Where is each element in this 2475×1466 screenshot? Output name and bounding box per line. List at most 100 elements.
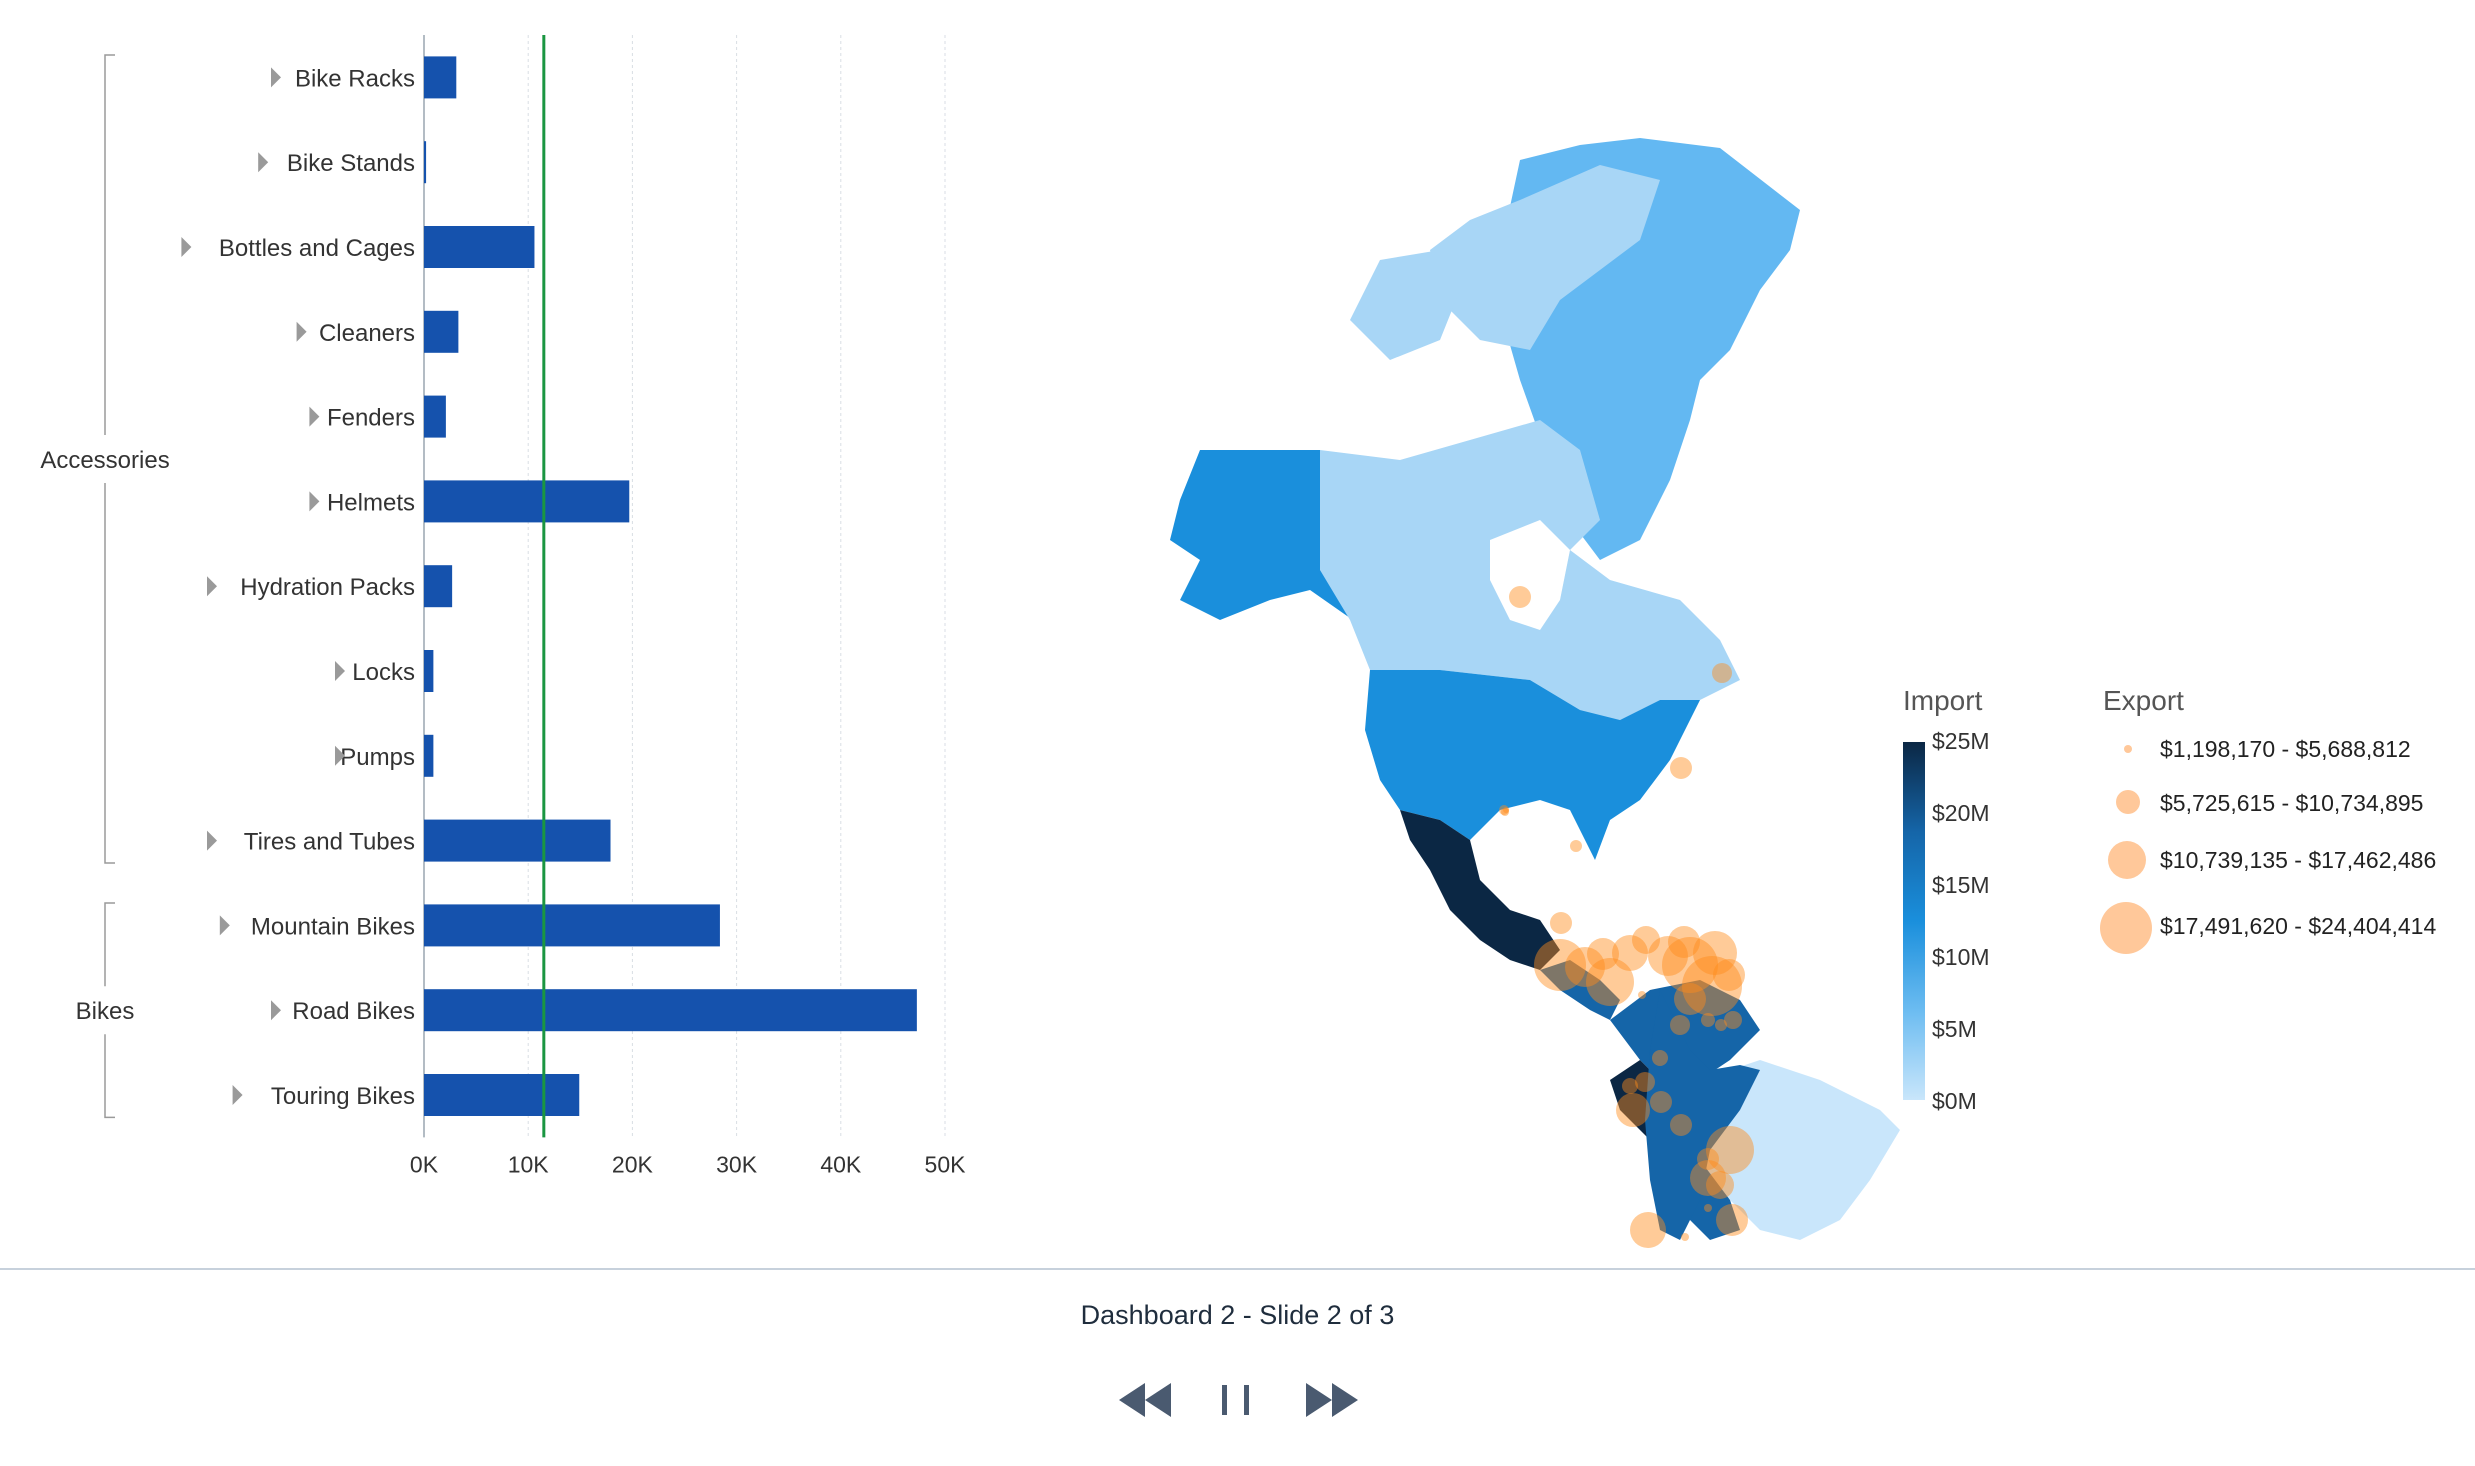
export-bubble[interactable] bbox=[1534, 939, 1586, 991]
export-bubble[interactable] bbox=[1635, 1072, 1655, 1092]
export-bubble[interactable] bbox=[1690, 1160, 1726, 1196]
bar-tires-and-tubes[interactable] bbox=[424, 819, 611, 862]
export-size-4 bbox=[2100, 902, 2152, 954]
export-bubble[interactable] bbox=[1670, 1015, 1690, 1035]
export-bubble[interactable] bbox=[1630, 1212, 1666, 1248]
export-bubble[interactable] bbox=[1697, 1148, 1719, 1170]
export-range-3: $10,739,135 - $17,462,486 bbox=[2160, 847, 2437, 873]
export-bubble[interactable] bbox=[1674, 983, 1706, 1015]
expand-caret-icon[interactable] bbox=[309, 491, 320, 512]
import-tick-5m: $5M bbox=[1932, 1016, 1977, 1042]
map-region-mexico[interactable] bbox=[1400, 810, 1560, 970]
expand-caret-icon[interactable] bbox=[207, 576, 217, 597]
export-bubble[interactable] bbox=[1570, 840, 1582, 852]
expand-caret-icon[interactable] bbox=[219, 915, 230, 936]
expand-caret-icon[interactable] bbox=[271, 1000, 281, 1021]
export-bubble[interactable] bbox=[1715, 1019, 1727, 1031]
expand-caret-icon[interactable] bbox=[271, 67, 281, 88]
export-bubble[interactable] bbox=[1550, 912, 1572, 934]
export-bubble[interactable] bbox=[1713, 959, 1745, 991]
export-bubble[interactable] bbox=[1706, 1126, 1754, 1174]
import-color-scale bbox=[1903, 742, 1925, 1100]
bar-fenders[interactable] bbox=[424, 395, 446, 438]
export-bubble[interactable] bbox=[1681, 1233, 1689, 1241]
bar-hydration-packs[interactable] bbox=[424, 565, 453, 608]
bar-mountain-bikes[interactable] bbox=[424, 904, 720, 947]
bar-bike-stands[interactable] bbox=[424, 141, 427, 184]
bar-bottles-and-cages[interactable] bbox=[424, 226, 535, 268]
category-label: Fenders bbox=[327, 405, 415, 432]
map-region-usa[interactable] bbox=[1365, 670, 1700, 860]
bar-locks[interactable] bbox=[424, 650, 434, 692]
export-bubble[interactable] bbox=[1693, 931, 1737, 975]
export-bubble[interactable] bbox=[1712, 663, 1732, 683]
next-slide-button[interactable] bbox=[1302, 1375, 1362, 1425]
bar-pumps[interactable] bbox=[424, 734, 434, 777]
export-bubble[interactable] bbox=[1622, 1078, 1638, 1094]
map-region-canada-islands-2[interactable] bbox=[1350, 250, 1460, 360]
export-size-1 bbox=[2124, 745, 2132, 753]
export-bubble[interactable] bbox=[1586, 958, 1634, 1006]
export-bubble[interactable] bbox=[1662, 937, 1718, 993]
export-bubble[interactable] bbox=[1682, 956, 1742, 1016]
group-label: Accessories bbox=[40, 447, 169, 474]
export-bubble[interactable] bbox=[1670, 1114, 1692, 1136]
export-bubble[interactable] bbox=[1716, 1204, 1748, 1236]
bar-road-bikes[interactable] bbox=[424, 989, 917, 1032]
slide-title: Dashboard 2 - Slide 2 of 3 bbox=[1080, 1300, 1395, 1330]
export-bubble[interactable] bbox=[1632, 926, 1660, 954]
expand-caret-icon[interactable] bbox=[232, 1085, 243, 1105]
export-bubble[interactable] bbox=[1509, 586, 1531, 608]
export-bubble[interactable] bbox=[1638, 991, 1646, 999]
export-bubble[interactable] bbox=[1499, 805, 1509, 815]
previous-slide-button[interactable] bbox=[1115, 1375, 1175, 1425]
expand-caret-icon[interactable] bbox=[181, 237, 192, 257]
map-region-argentina[interactable] bbox=[1645, 990, 1760, 1240]
x-tick-label: 20K bbox=[612, 1151, 654, 1177]
bar-cleaners[interactable] bbox=[424, 310, 459, 353]
expand-caret-icon[interactable] bbox=[335, 661, 345, 681]
x-tick-label: 40K bbox=[820, 1151, 862, 1177]
export-bubble[interactable] bbox=[1650, 1091, 1672, 1113]
export-bubble[interactable] bbox=[1652, 1050, 1668, 1066]
export-bubble[interactable] bbox=[1501, 808, 1509, 816]
export-range-2: $5,725,615 - $10,734,895 bbox=[2160, 790, 2424, 816]
expand-caret-icon[interactable] bbox=[309, 406, 320, 427]
expand-caret-icon[interactable] bbox=[258, 152, 269, 173]
category-label: Cleaners bbox=[319, 320, 415, 347]
export-bubble[interactable] bbox=[1668, 926, 1700, 958]
export-bubble[interactable] bbox=[1612, 935, 1648, 971]
bar-touring-bikes[interactable] bbox=[424, 1074, 580, 1116]
category-label: Mountain Bikes bbox=[251, 913, 415, 940]
x-tick-label: 50K bbox=[925, 1151, 967, 1177]
expand-caret-icon[interactable] bbox=[335, 745, 345, 766]
export-bubble[interactable] bbox=[1704, 1204, 1712, 1212]
export-bubble[interactable] bbox=[1587, 938, 1619, 970]
expand-caret-icon[interactable] bbox=[296, 321, 307, 342]
export-bubble[interactable] bbox=[1706, 1171, 1734, 1199]
bar-bike-racks[interactable] bbox=[424, 56, 457, 99]
bar-helmets[interactable] bbox=[424, 480, 630, 523]
map-region-colombia[interactable] bbox=[1610, 980, 1760, 1080]
americas-map[interactable] bbox=[1140, 120, 1900, 1250]
export-bubble[interactable] bbox=[1724, 1011, 1742, 1029]
category-label: Bike Racks bbox=[295, 65, 415, 92]
bar-marks bbox=[424, 56, 917, 1116]
export-size-2 bbox=[2116, 790, 2140, 814]
pause-button[interactable] bbox=[1208, 1375, 1268, 1425]
category-label: Touring Bikes bbox=[271, 1083, 415, 1110]
export-bubble[interactable] bbox=[1648, 936, 1688, 976]
export-bubble[interactable] bbox=[1565, 947, 1605, 987]
export-bubble[interactable] bbox=[1670, 757, 1692, 779]
map-region-central-america[interactable] bbox=[1540, 960, 1620, 1020]
export-bubble[interactable] bbox=[1616, 1093, 1650, 1127]
map-region-arctic-islands[interactable] bbox=[1430, 165, 1660, 350]
expand-caret-icon[interactable] bbox=[207, 830, 217, 851]
import-tick-25m: $25M bbox=[1932, 728, 1990, 754]
export-bubble[interactable] bbox=[1503, 807, 1509, 813]
rewind-icon bbox=[1119, 1383, 1171, 1417]
export-legend-title: Export bbox=[2103, 685, 2184, 716]
map-hudson-bay bbox=[1490, 520, 1570, 630]
category-label: Bottles and Cages bbox=[219, 235, 415, 262]
export-bubble[interactable] bbox=[1701, 1013, 1715, 1027]
